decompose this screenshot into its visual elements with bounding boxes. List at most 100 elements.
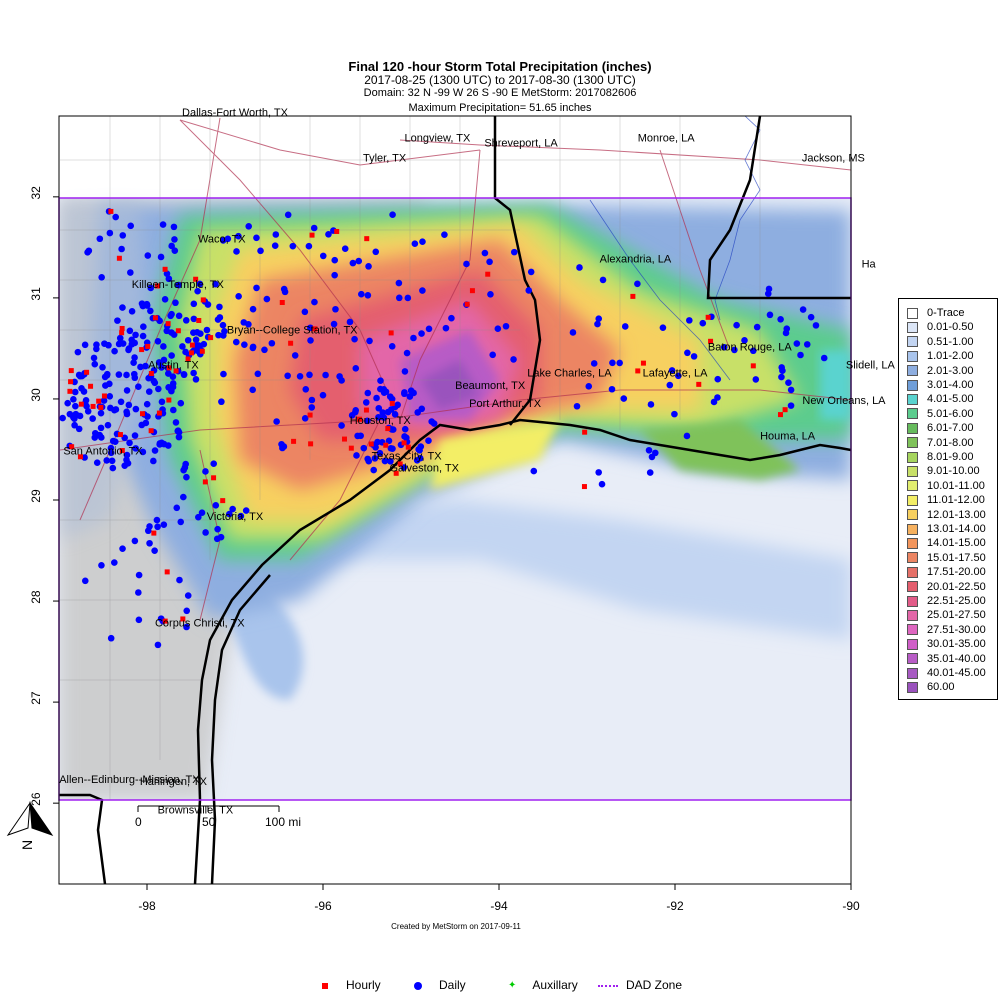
hourly-station-marker bbox=[708, 338, 714, 344]
daily-station-marker bbox=[125, 401, 133, 409]
daily-station-marker bbox=[93, 341, 100, 349]
legend-item: 7.01-8.00 bbox=[907, 437, 973, 451]
daily-station-marker bbox=[296, 372, 304, 380]
daily-station-marker bbox=[753, 323, 761, 331]
hourly-station-marker bbox=[166, 365, 172, 371]
daily-station-marker bbox=[135, 589, 142, 596]
daily-station-marker bbox=[366, 337, 373, 345]
daily-station-marker bbox=[184, 592, 192, 599]
daily-station-marker bbox=[103, 457, 111, 464]
legend-label: 15.01-17.50 bbox=[927, 551, 986, 564]
daily-station-marker bbox=[103, 370, 111, 378]
daily-station-marker bbox=[787, 402, 795, 409]
y-axis: 32 31 30 29 28 27 26 bbox=[29, 186, 59, 806]
daily-station-marker bbox=[150, 457, 157, 465]
daily-station-marker bbox=[371, 455, 379, 462]
city-label: Brownsville, TX bbox=[158, 804, 234, 816]
legend-item: 1.01-2.00 bbox=[907, 350, 973, 364]
daily-station-marker bbox=[143, 400, 151, 408]
hourly-station-marker bbox=[200, 297, 206, 303]
daily-station-marker bbox=[481, 249, 489, 257]
daily-station-marker bbox=[714, 394, 721, 401]
legend-item: 22.51-25.00 bbox=[907, 595, 986, 609]
daily-station-marker bbox=[163, 270, 171, 277]
daily-station-marker bbox=[319, 252, 327, 260]
map-plot-area bbox=[59, 116, 851, 884]
daily-station-marker bbox=[389, 211, 396, 218]
hourly-station-marker bbox=[139, 347, 145, 353]
legend-item: 30.01-35.00 bbox=[907, 638, 986, 652]
daily-station-marker bbox=[89, 415, 96, 422]
legend-label: 11.01-12.00 bbox=[927, 494, 985, 507]
hourly-station-marker bbox=[69, 444, 75, 450]
daily-station-marker bbox=[183, 473, 190, 481]
daily-station-marker bbox=[135, 383, 142, 391]
daily-station-marker bbox=[353, 452, 360, 459]
daily-station-marker bbox=[127, 269, 134, 276]
dad-marker-icon bbox=[598, 984, 618, 987]
daily-station-marker bbox=[634, 280, 641, 288]
daily-station-marker bbox=[81, 454, 88, 461]
daily-station-marker bbox=[172, 419, 180, 426]
daily-station-marker bbox=[325, 230, 332, 238]
daily-station-marker bbox=[616, 359, 623, 367]
daily-station-marker bbox=[419, 238, 426, 246]
daily-station-marker bbox=[375, 413, 382, 421]
hourly-station-marker bbox=[185, 356, 191, 362]
hourly-station-marker bbox=[581, 484, 587, 490]
hourly-station-marker bbox=[696, 381, 702, 387]
daily-station-marker bbox=[130, 370, 138, 378]
legend-item: 14.01-15.00 bbox=[907, 537, 986, 551]
city-label: Texas City, TX bbox=[372, 451, 443, 463]
daily-station-marker bbox=[714, 375, 722, 383]
daily-station-marker bbox=[355, 257, 363, 265]
legend-item: 10.01-11.00 bbox=[907, 480, 985, 494]
daily-station-marker bbox=[279, 444, 286, 452]
daily-station-marker bbox=[158, 364, 165, 371]
daily-station-marker bbox=[75, 371, 83, 379]
daily-station-marker bbox=[175, 433, 183, 441]
daily-station-marker bbox=[219, 321, 227, 329]
daily-station-marker bbox=[609, 359, 616, 367]
daily-station-marker bbox=[138, 421, 146, 429]
daily-station-marker bbox=[98, 561, 105, 569]
hourly-station-marker bbox=[199, 348, 205, 354]
daily-station-marker bbox=[373, 394, 380, 402]
hourly-station-marker bbox=[364, 236, 370, 242]
daily-station-marker bbox=[182, 460, 189, 468]
daily-station-marker bbox=[155, 359, 163, 366]
daily-station-marker bbox=[175, 281, 182, 289]
daily-station-marker bbox=[123, 456, 130, 464]
daily-station-marker bbox=[147, 284, 155, 292]
hourly-station-marker bbox=[156, 410, 162, 416]
daily-station-marker bbox=[109, 437, 117, 445]
city-label: Allen--Edinburg--Mission, TX bbox=[59, 774, 200, 786]
daily-station-marker bbox=[119, 232, 127, 239]
daily-station-marker bbox=[778, 373, 785, 381]
legend-label: 5.01-6.00 bbox=[927, 407, 974, 420]
hourly-station-marker bbox=[84, 369, 90, 375]
daily-station-marker bbox=[177, 518, 185, 526]
daily-station-marker bbox=[111, 559, 118, 566]
hourly-station-marker bbox=[582, 429, 588, 435]
legend-item: 15.01-17.50 bbox=[907, 552, 986, 566]
city-label: Corpus Christi, TX bbox=[155, 617, 245, 629]
precip-legend: 0-Trace 0.01-0.50 0.51-1.00 1.01-2.00 2.01-3… bbox=[898, 298, 998, 700]
daily-station-marker bbox=[220, 370, 227, 378]
daily-station-marker bbox=[112, 213, 119, 221]
legend-label: 6.01-7.00 bbox=[927, 422, 974, 435]
daily-station-marker bbox=[154, 523, 161, 531]
daily-station-marker bbox=[430, 420, 438, 427]
hourly-legend-item: Hourly bbox=[322, 978, 381, 992]
city-label: Lafayette, LA bbox=[643, 368, 708, 380]
auxillary-marker-icon: ✦ bbox=[508, 980, 517, 992]
daily-station-marker bbox=[96, 431, 103, 439]
outside-domain-mask bbox=[59, 116, 851, 884]
daily-station-marker bbox=[195, 513, 202, 521]
legend-label: 0.01-0.50 bbox=[927, 321, 974, 334]
daily-station-marker bbox=[731, 346, 738, 354]
daily-station-marker bbox=[202, 468, 209, 475]
daily-station-marker bbox=[331, 256, 339, 264]
daily-station-marker bbox=[382, 388, 390, 396]
daily-station-marker bbox=[381, 457, 389, 465]
